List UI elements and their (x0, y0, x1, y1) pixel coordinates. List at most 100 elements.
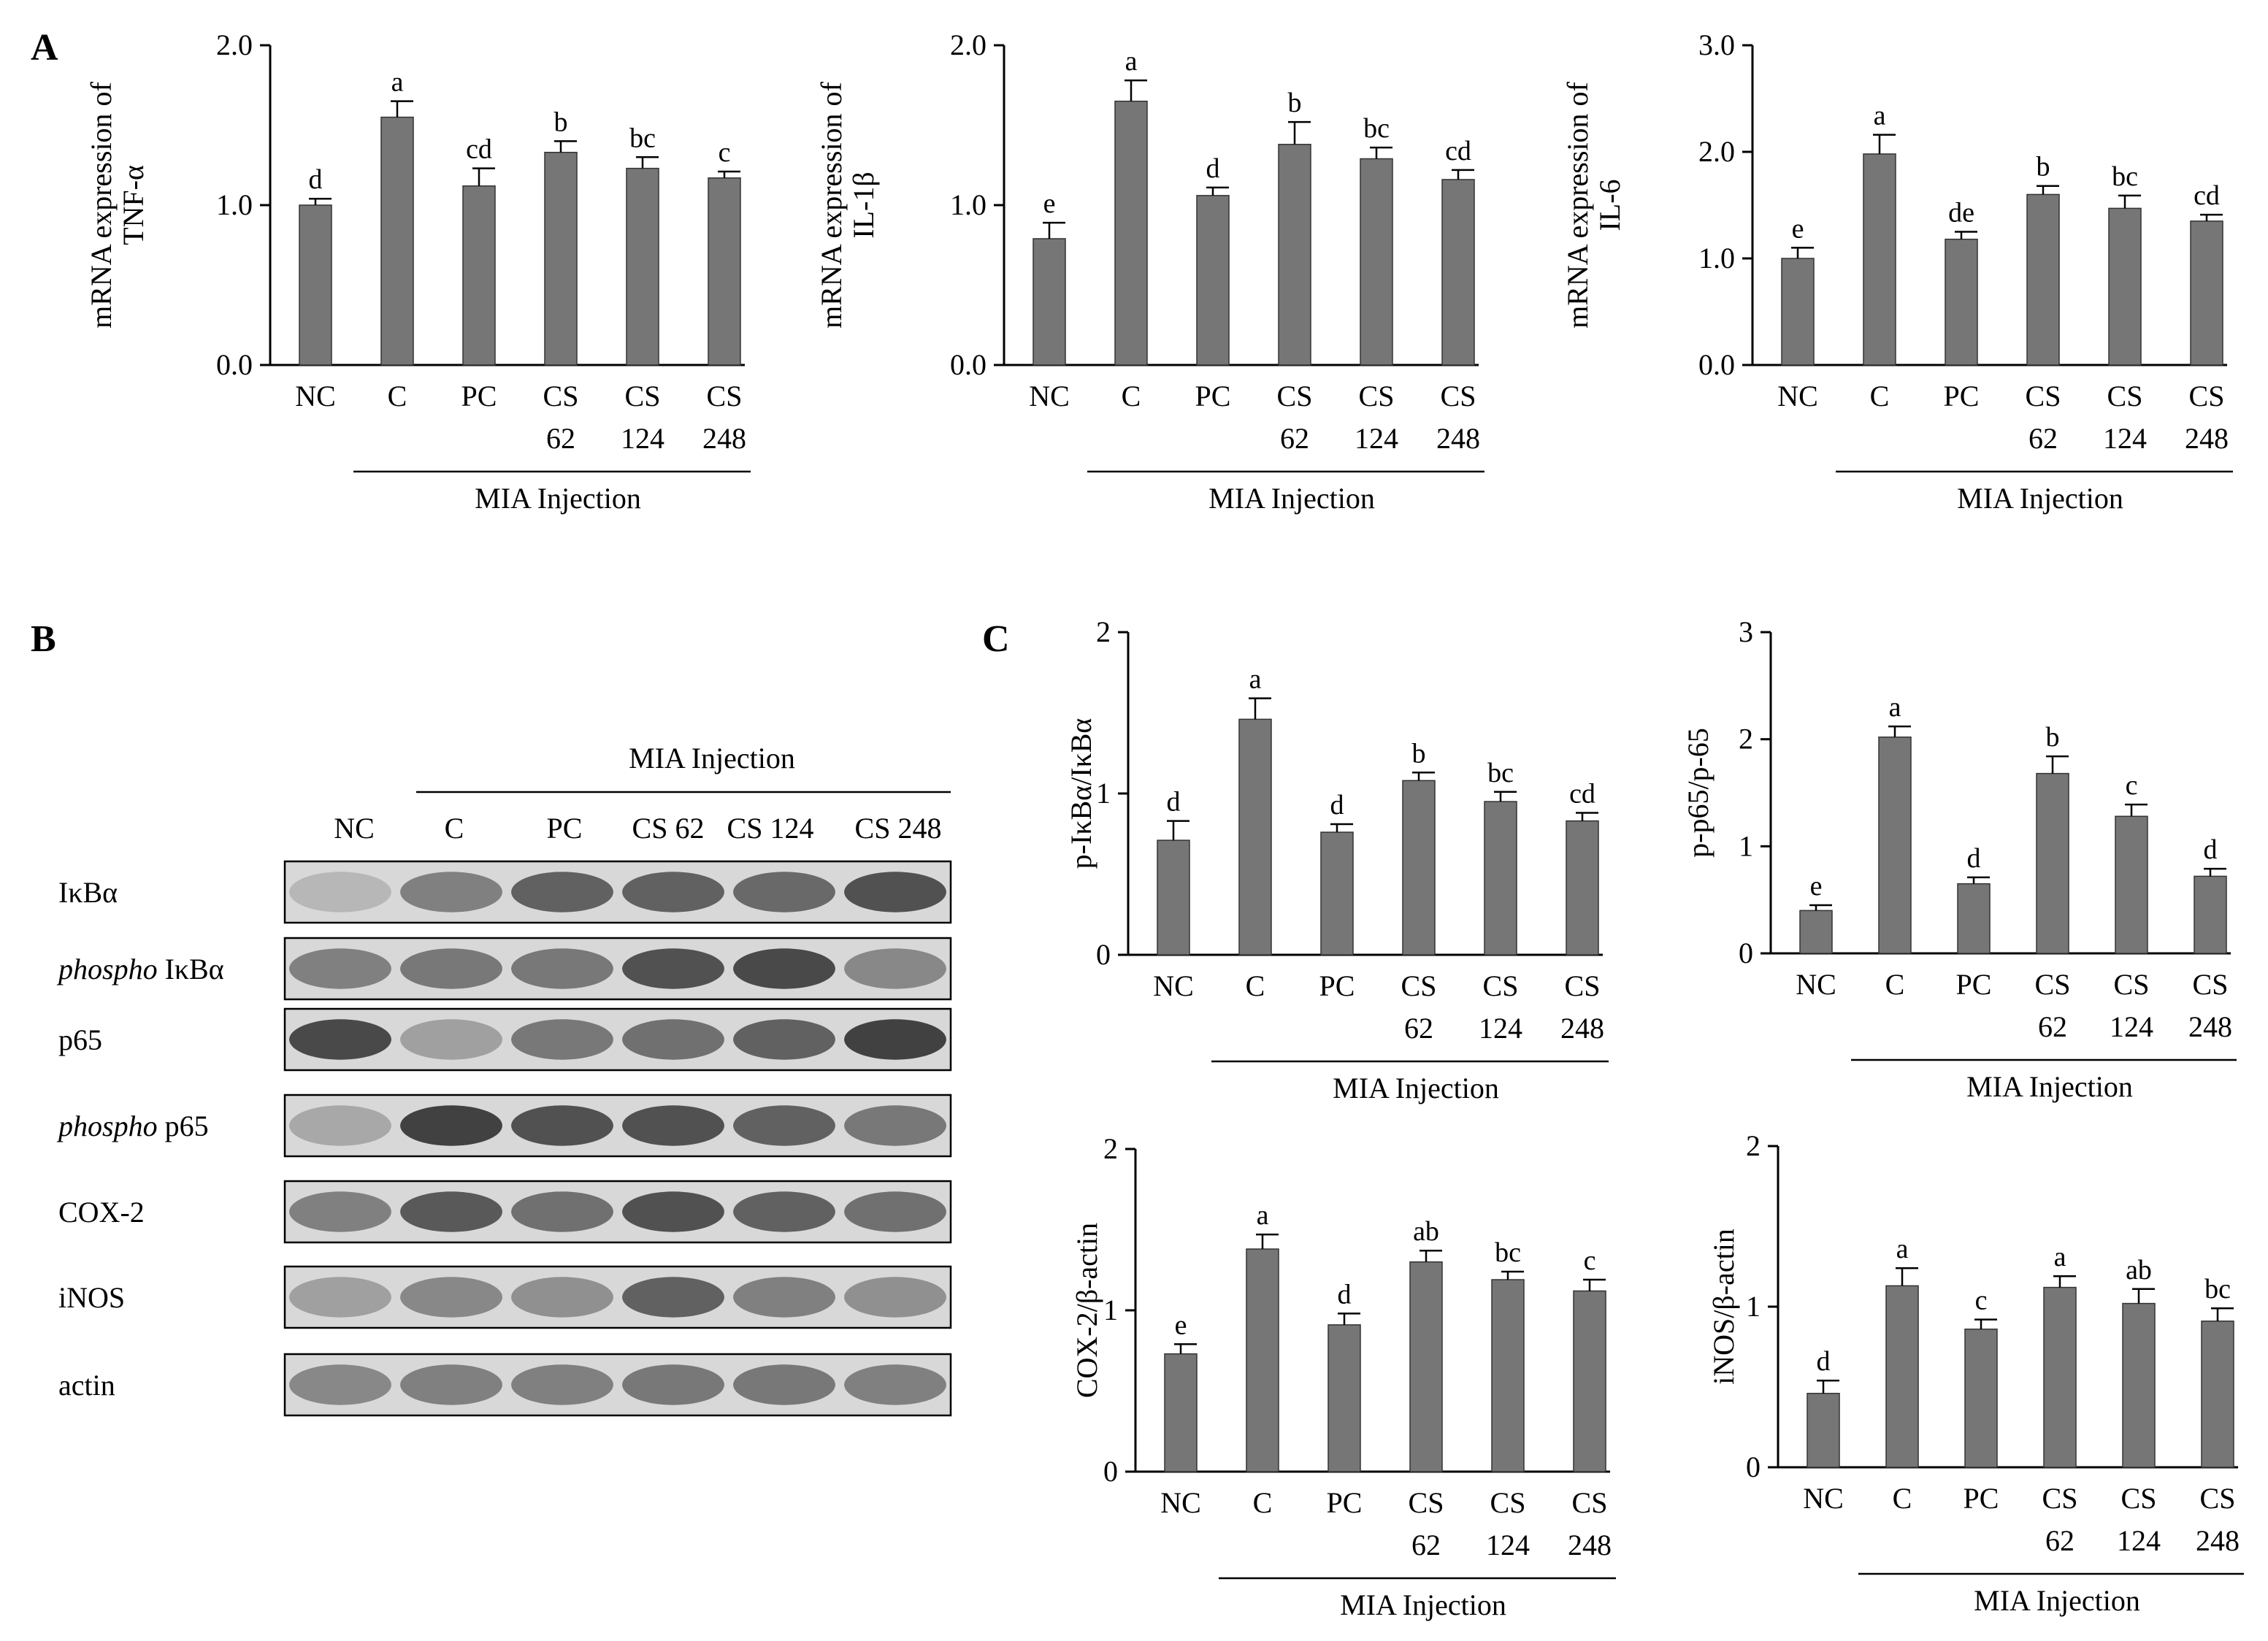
x-tick-label: PC (1956, 968, 1992, 1001)
x-tick-label: 62 (2045, 1524, 2074, 1557)
y-axis-label: mRNA expression of (85, 81, 118, 328)
blot-lane-label: CS 62 (632, 812, 705, 845)
significance-letter: c (719, 137, 731, 168)
blot-band (400, 1105, 502, 1146)
y-axis-label: iNOS/β-actin (1707, 1229, 1740, 1385)
blot-band (733, 948, 835, 989)
significance-letter: ab (1413, 1216, 1439, 1247)
significance-letter: bc (1487, 758, 1514, 788)
blot-band (844, 1277, 946, 1318)
bar (1360, 158, 1393, 366)
mia-injection-label: MIA Injection (475, 482, 641, 515)
x-tick-label: CS (1409, 1486, 1444, 1519)
chart-3: 0.0 1.0 2.0 3.0 mRNA expression of IL-6 e NC a Cd… (1561, 28, 2233, 515)
x-tick-label: 124 (2117, 1524, 2161, 1557)
x-tick-label: 248 (1568, 1529, 1612, 1561)
y-axis-label: mRNA expression of (815, 81, 848, 328)
blot-band (289, 1364, 391, 1405)
x-tick-label: CS (2200, 1482, 2236, 1515)
x-tick-label: CS (543, 380, 579, 412)
x-tick-label: 124 (1355, 422, 1398, 455)
bar (1807, 1393, 1840, 1468)
x-tick-label: CS (2026, 380, 2061, 412)
blot-band (289, 1277, 391, 1318)
blot-band (733, 1277, 835, 1318)
y-tick-label: 2 (1096, 615, 1111, 648)
bar (1566, 820, 1599, 956)
blot-lane-label: C (445, 812, 464, 845)
bar (544, 151, 578, 366)
blot-band (733, 1364, 835, 1405)
bar (1441, 179, 1475, 366)
y-tick-label: 2.0 (216, 28, 253, 61)
bar (380, 116, 414, 366)
x-tick-label: NC (1160, 1486, 1201, 1519)
x-tick-label: C (1885, 968, 1905, 1001)
significance-letter: c (1584, 1245, 1596, 1276)
x-tick-label: 62 (1280, 422, 1309, 455)
x-tick-label: PC (1327, 1486, 1363, 1519)
significance-letter: a (2054, 1242, 2066, 1272)
significance-letter: a (1125, 46, 1138, 77)
x-tick-label: CS (2121, 1482, 2157, 1515)
x-tick-label: CS (707, 380, 743, 412)
bar (1246, 1248, 1279, 1472)
mia-injection-label: MIA Injection (1208, 482, 1375, 515)
y-tick-label: 0.0 (950, 348, 986, 381)
x-tick-label: 248 (702, 422, 746, 455)
x-tick-label: C (1246, 969, 1265, 1002)
chart-7: 0 1 2 iNOS/β-actin d NC a Cc PC a CS 62 ab CS 124 bc CS 2… (1707, 1129, 2244, 1617)
bar (1573, 1290, 1606, 1472)
blot-band (844, 948, 946, 989)
bar (2194, 875, 2227, 954)
blot-band (400, 1277, 502, 1318)
bar (1114, 100, 1148, 366)
x-tick-label: CS (1572, 1486, 1608, 1519)
x-tick-label: C (1122, 380, 1141, 412)
bar (1164, 1353, 1198, 1472)
significance-letter: e (1043, 188, 1056, 219)
blot-band (289, 948, 391, 989)
blot-mia-label: MIA Injection (629, 742, 795, 775)
x-tick-label: NC (1153, 969, 1194, 1002)
blot-band (289, 1191, 391, 1232)
blot-band (289, 1019, 391, 1060)
blot-band (622, 1019, 724, 1060)
significance-letter: a (1889, 692, 1901, 723)
x-tick-label: 62 (1411, 1529, 1441, 1561)
bar (1964, 1329, 1998, 1468)
blot-strip (283, 1180, 952, 1244)
blot-strip (283, 937, 952, 1001)
significance-letter: d (1206, 153, 1220, 184)
significance-letter: a (1249, 664, 1262, 695)
bar (1402, 780, 1436, 956)
blot-band (844, 1191, 946, 1232)
x-tick-label: C (1893, 1482, 1912, 1515)
bar (1196, 195, 1230, 366)
significance-letter: cd (2194, 180, 2220, 211)
x-tick-label: PC (1319, 969, 1355, 1002)
blot-band (622, 872, 724, 912)
x-tick-label: CS (625, 380, 661, 412)
significance-letter: e (1792, 213, 1804, 244)
blot-strip (283, 860, 952, 924)
x-tick-label: NC (1796, 968, 1836, 1001)
x-tick-label: C (388, 380, 407, 412)
chart-2: 0.0 1.0 2.0 mRNA expression of IL-1β e NC a Cd PC… (815, 28, 1484, 515)
blot-lane-label: CS 124 (727, 812, 814, 845)
blot-band (622, 1105, 724, 1146)
significance-letter: cd (1445, 136, 1471, 166)
blot-row-label: phospho p65 (56, 1110, 209, 1142)
blot-row-label: iNOS (58, 1281, 125, 1314)
western-blot: MIA Injection NC C PC CS 62 CS 124 CS 248 IκBα p… (56, 742, 952, 1417)
x-tick-label: NC (1029, 380, 1070, 412)
x-tick-label: PC (1944, 380, 1980, 412)
panel-label-b: B (31, 618, 56, 660)
x-tick-label: PC (1964, 1482, 1999, 1515)
bar (1157, 839, 1190, 956)
x-tick-label: CS (1565, 969, 1601, 1002)
blot-lane-label: NC (334, 812, 375, 845)
x-tick-label: CS (2035, 968, 2071, 1001)
bar (626, 167, 659, 366)
